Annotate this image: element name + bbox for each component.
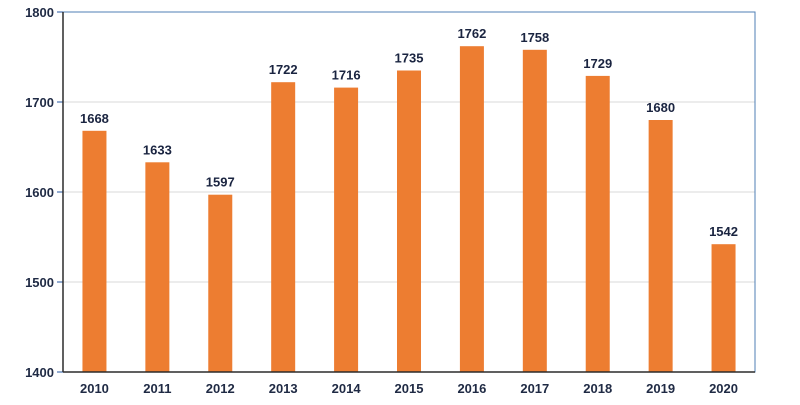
bar-2016 [459, 46, 484, 372]
bar-2012 [208, 194, 233, 372]
bar-2011 [145, 162, 170, 372]
data-label-2018: 1729 [583, 56, 612, 71]
data-label-2010: 1668 [80, 111, 109, 126]
x-tick-label-2017: 2017 [520, 381, 549, 396]
data-label-2016: 1762 [457, 26, 486, 41]
bar-layer [82, 46, 736, 373]
x-tick-label-2020: 2020 [709, 381, 738, 396]
data-label-2015: 1735 [395, 51, 424, 66]
bar-2013 [271, 82, 296, 372]
data-label-2011: 1633 [143, 142, 172, 157]
x-tick-label-2012: 2012 [206, 381, 235, 396]
bar-2019 [648, 120, 673, 372]
x-tick-label-2018: 2018 [583, 381, 612, 396]
x-tick-label-2010: 2010 [80, 381, 109, 396]
x-tick-label-2011: 2011 [143, 381, 171, 396]
bar-2014 [334, 87, 359, 372]
x-tick-label-2019: 2019 [646, 381, 675, 396]
axis-layer: 1400 1500 1600 1700 1800 2010 2011 2012 2013 2014… [25, 5, 755, 396]
data-label-2017: 1758 [520, 30, 549, 45]
bar-2010 [82, 130, 107, 372]
y-tick-label-1500: 1500 [25, 275, 54, 290]
y-tick-label-1600: 1600 [25, 185, 54, 200]
x-tick-label-2014: 2014 [332, 381, 362, 396]
bar-2020 [711, 244, 736, 372]
bar-2017 [522, 49, 547, 373]
x-tick-label-2015: 2015 [395, 381, 424, 396]
data-label-2012: 1597 [206, 175, 235, 190]
data-label-layer: 1668 1633 1597 1722 1716 1735 1762 1758 1729 1680… [80, 26, 738, 239]
y-tick-label-1700: 1700 [25, 95, 54, 110]
data-label-2014: 1716 [332, 68, 361, 83]
x-tick-label-2016: 2016 [457, 381, 486, 396]
y-tick-label-1400: 1400 [25, 365, 54, 380]
data-label-2019: 1680 [646, 100, 675, 115]
y-tick-label-1800: 1800 [25, 5, 54, 20]
data-label-2013: 1722 [269, 62, 298, 77]
data-label-2020: 1542 [709, 224, 738, 239]
bar-2015 [397, 70, 421, 372]
x-tick-label-2013: 2013 [269, 381, 298, 396]
bar-2018 [585, 75, 610, 373]
